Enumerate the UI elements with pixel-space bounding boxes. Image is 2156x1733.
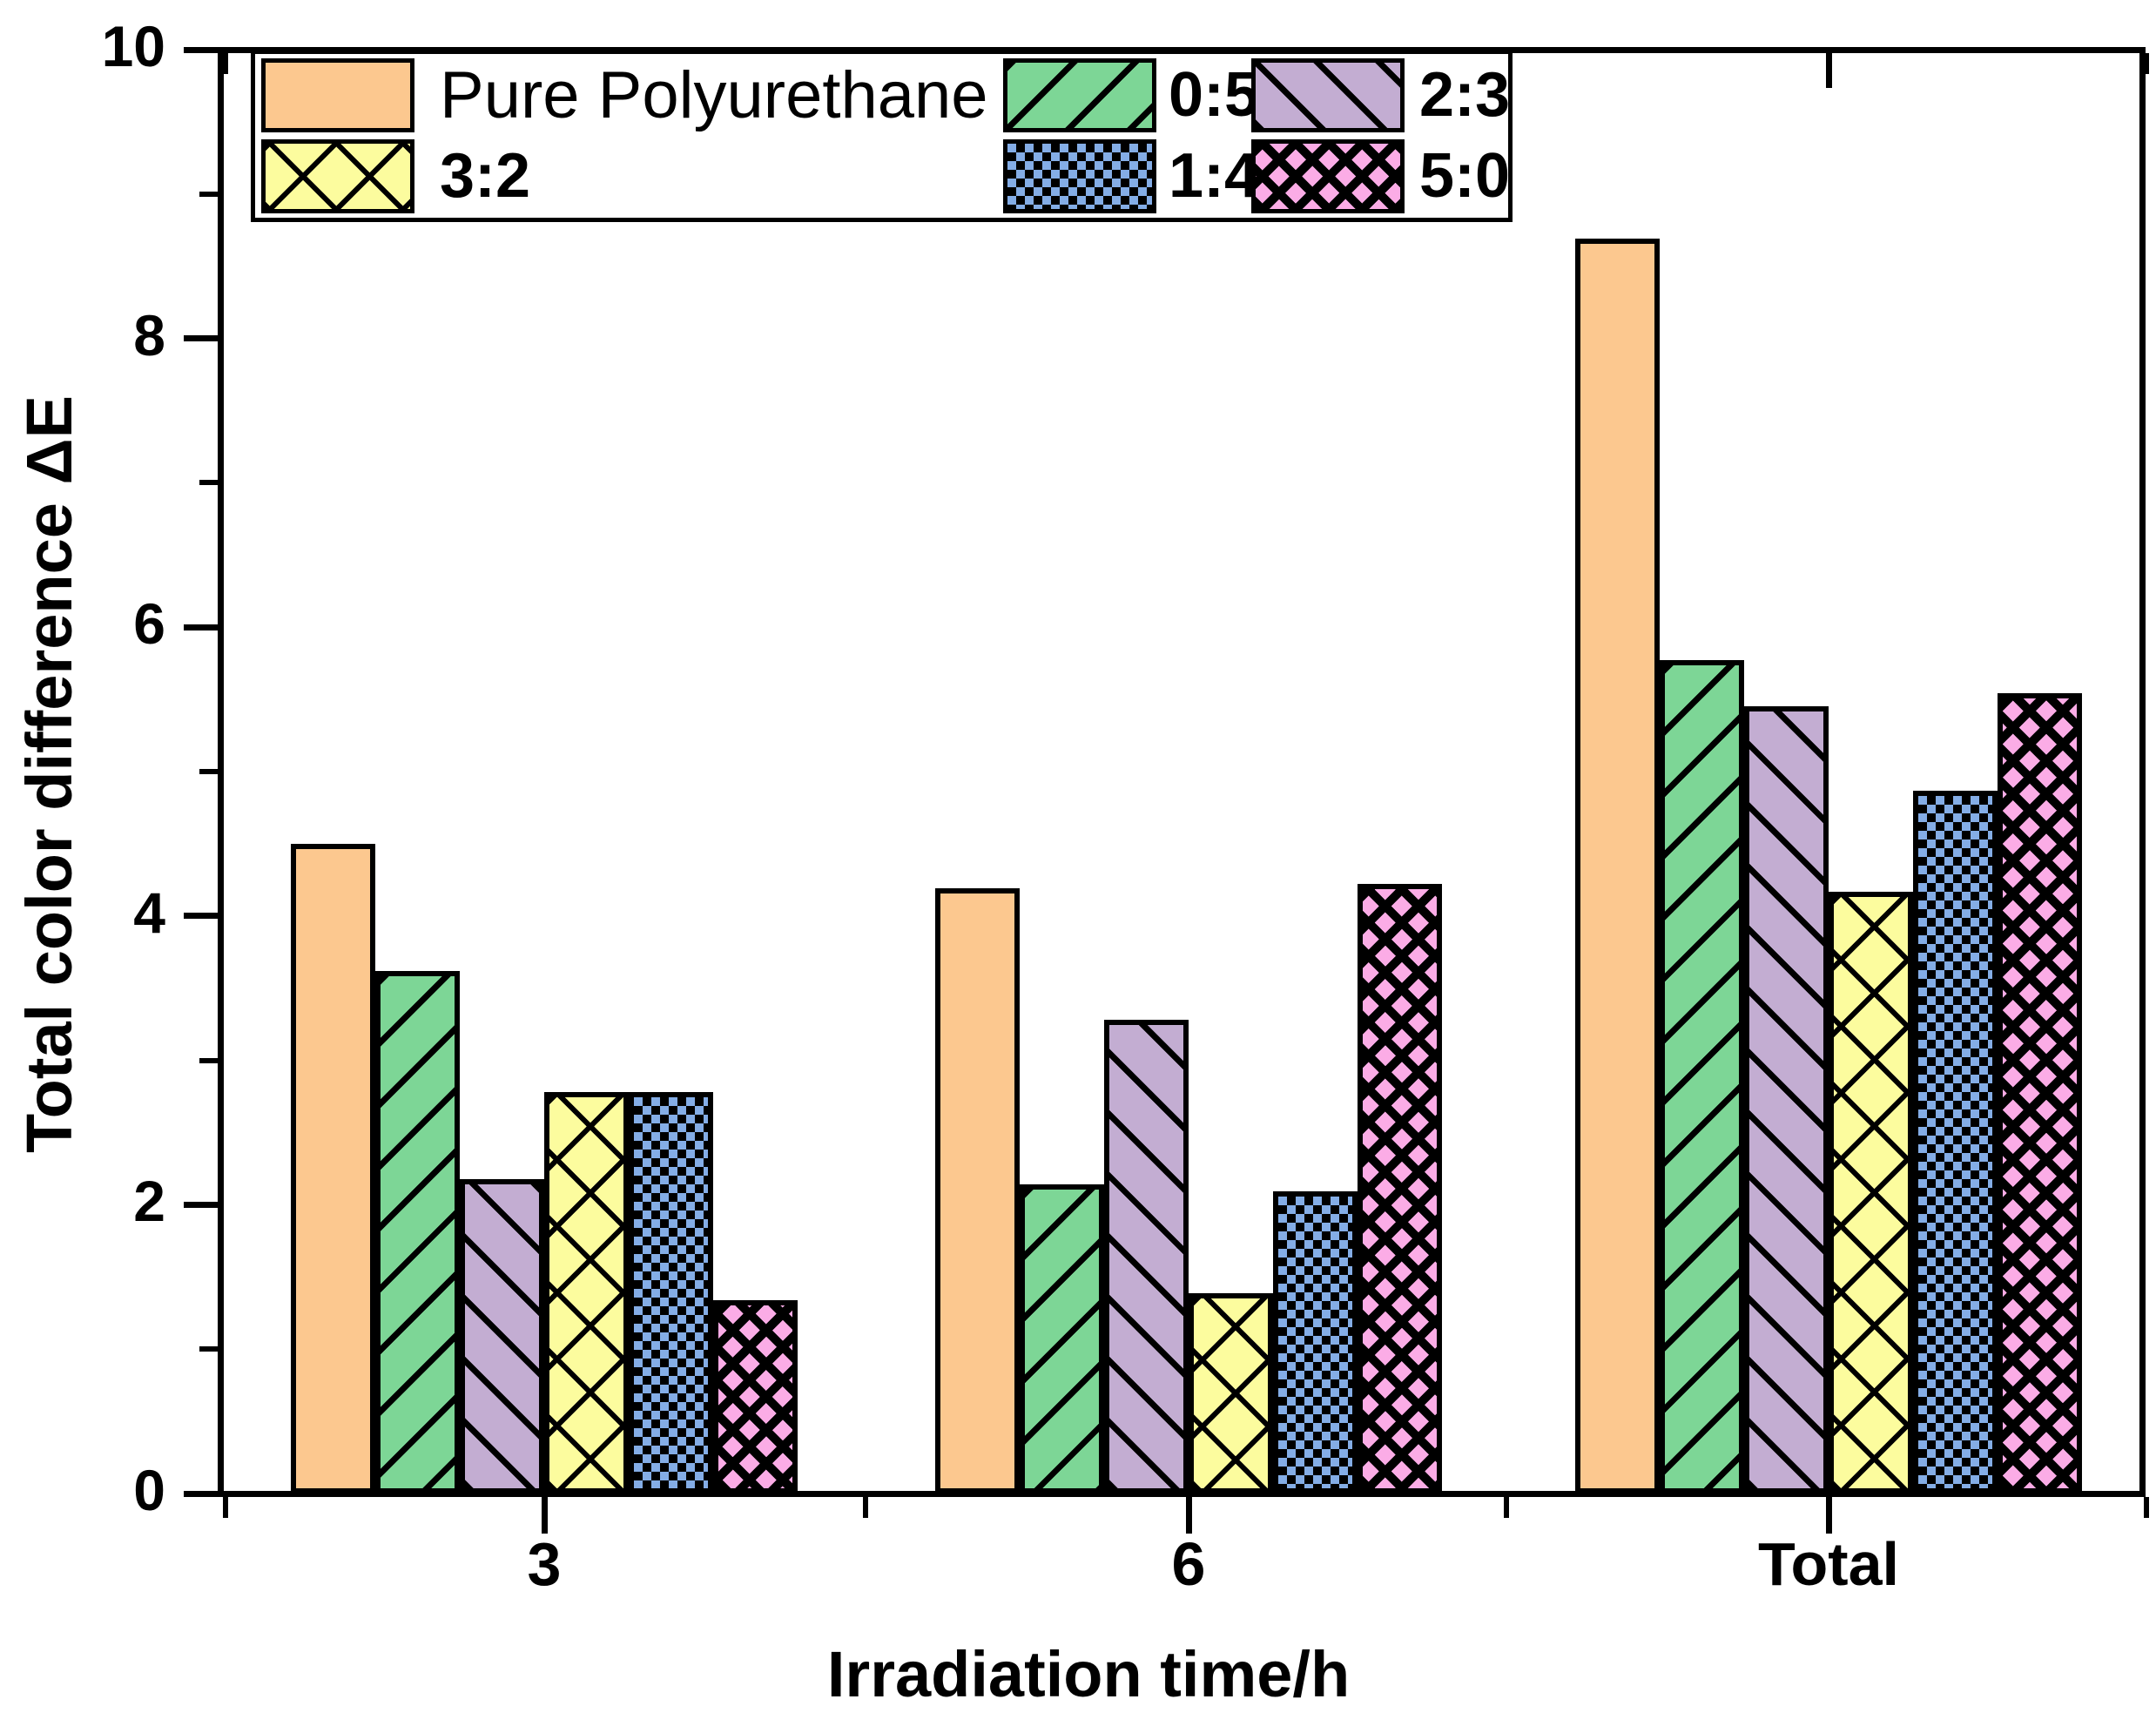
- bar-1:4-6: [1273, 1191, 1358, 1494]
- x-tick-Total: [1825, 1497, 1832, 1534]
- x-tick-3: [541, 1497, 548, 1534]
- x-minor-tick-2: [1504, 1497, 1509, 1518]
- x-minor-tick-1: [863, 1497, 868, 1518]
- bar-1:4-Total: [1913, 791, 1998, 1494]
- legend-swatch-2:3: [1251, 58, 1405, 132]
- x-category-label-Total: Total: [1757, 1530, 1899, 1598]
- y-minor-tick-5: [199, 769, 220, 774]
- y-tick-8: [184, 335, 220, 342]
- x-minor-tick-top-0: [223, 53, 228, 74]
- x-tick-top-Total: [1825, 53, 1832, 88]
- bar-5:0-3: [713, 1300, 798, 1494]
- y-minor-tick-3: [199, 1057, 220, 1063]
- bar-3:2-Total: [1829, 892, 1913, 1494]
- y-axis-title: Total color difference ΔE: [13, 394, 85, 1154]
- legend-swatch-3:2: [261, 139, 414, 213]
- y-tick-label-6: 6: [133, 591, 165, 657]
- x-category-label-6: 6: [1171, 1530, 1206, 1598]
- bar-0:5-Total: [1660, 660, 1744, 1494]
- legend-label-2:3: 2:3: [1419, 60, 1511, 130]
- y-tick-6: [184, 624, 220, 630]
- bar-Pure Polyurethane-Total: [1575, 239, 1660, 1494]
- legend-swatch-Pure Polyurethane: [261, 58, 414, 132]
- y-tick-4: [184, 913, 220, 920]
- y-tick-label-2: 2: [133, 1169, 165, 1234]
- bar-2:3-Total: [1744, 706, 1829, 1494]
- legend-label-3:2: 3:2: [440, 141, 531, 211]
- x-minor-tick-top-3: [2144, 53, 2149, 74]
- legend-label-Pure Polyurethane: Pure Polyurethane: [440, 58, 988, 132]
- y-tick-label-0: 0: [133, 1458, 165, 1522]
- bar-Pure Polyurethane-3: [291, 844, 375, 1494]
- legend-swatch-1:4: [1003, 139, 1156, 213]
- bar-2:3-3: [460, 1179, 544, 1494]
- y-minor-tick-1: [199, 1346, 220, 1352]
- bar-0:5-3: [375, 971, 460, 1494]
- y-tick-label-8: 8: [133, 302, 165, 368]
- bar-0:5-6: [1020, 1184, 1104, 1494]
- legend-swatch-5:0: [1251, 139, 1405, 213]
- x-minor-tick-3: [2144, 1497, 2149, 1518]
- bar-Pure Polyurethane-6: [935, 888, 1020, 1494]
- bar-2:3-6: [1104, 1020, 1189, 1494]
- y-minor-tick-7: [199, 480, 220, 486]
- legend-label-0:5: 0:5: [1169, 60, 1260, 130]
- bar-5:0-Total: [1998, 693, 2082, 1494]
- y-tick-0: [184, 1490, 220, 1497]
- x-category-label-3: 3: [527, 1530, 562, 1598]
- x-minor-tick-0: [223, 1497, 228, 1518]
- y-minor-tick-9: [199, 191, 220, 197]
- bar-1:4-3: [629, 1092, 713, 1494]
- x-tick-6: [1185, 1497, 1192, 1534]
- legend: Pure Polyurethane 0:5 2:3 3:2 1:4 5:0: [251, 50, 1513, 222]
- y-tick-label-10: 10: [101, 14, 165, 78]
- bar-3:2-3: [544, 1092, 629, 1494]
- legend-swatch-0:5: [1003, 58, 1156, 132]
- y-tick-10: [184, 46, 220, 53]
- y-tick-2: [184, 1201, 220, 1208]
- y-tick-label-4: 4: [133, 880, 165, 945]
- legend-label-5:0: 5:0: [1419, 141, 1511, 211]
- x-axis-title: Irradiation time/h: [826, 1638, 1351, 1710]
- bar-3:2-6: [1189, 1293, 1273, 1494]
- bar-5:0-6: [1358, 884, 1442, 1494]
- legend-label-1:4: 1:4: [1169, 141, 1260, 211]
